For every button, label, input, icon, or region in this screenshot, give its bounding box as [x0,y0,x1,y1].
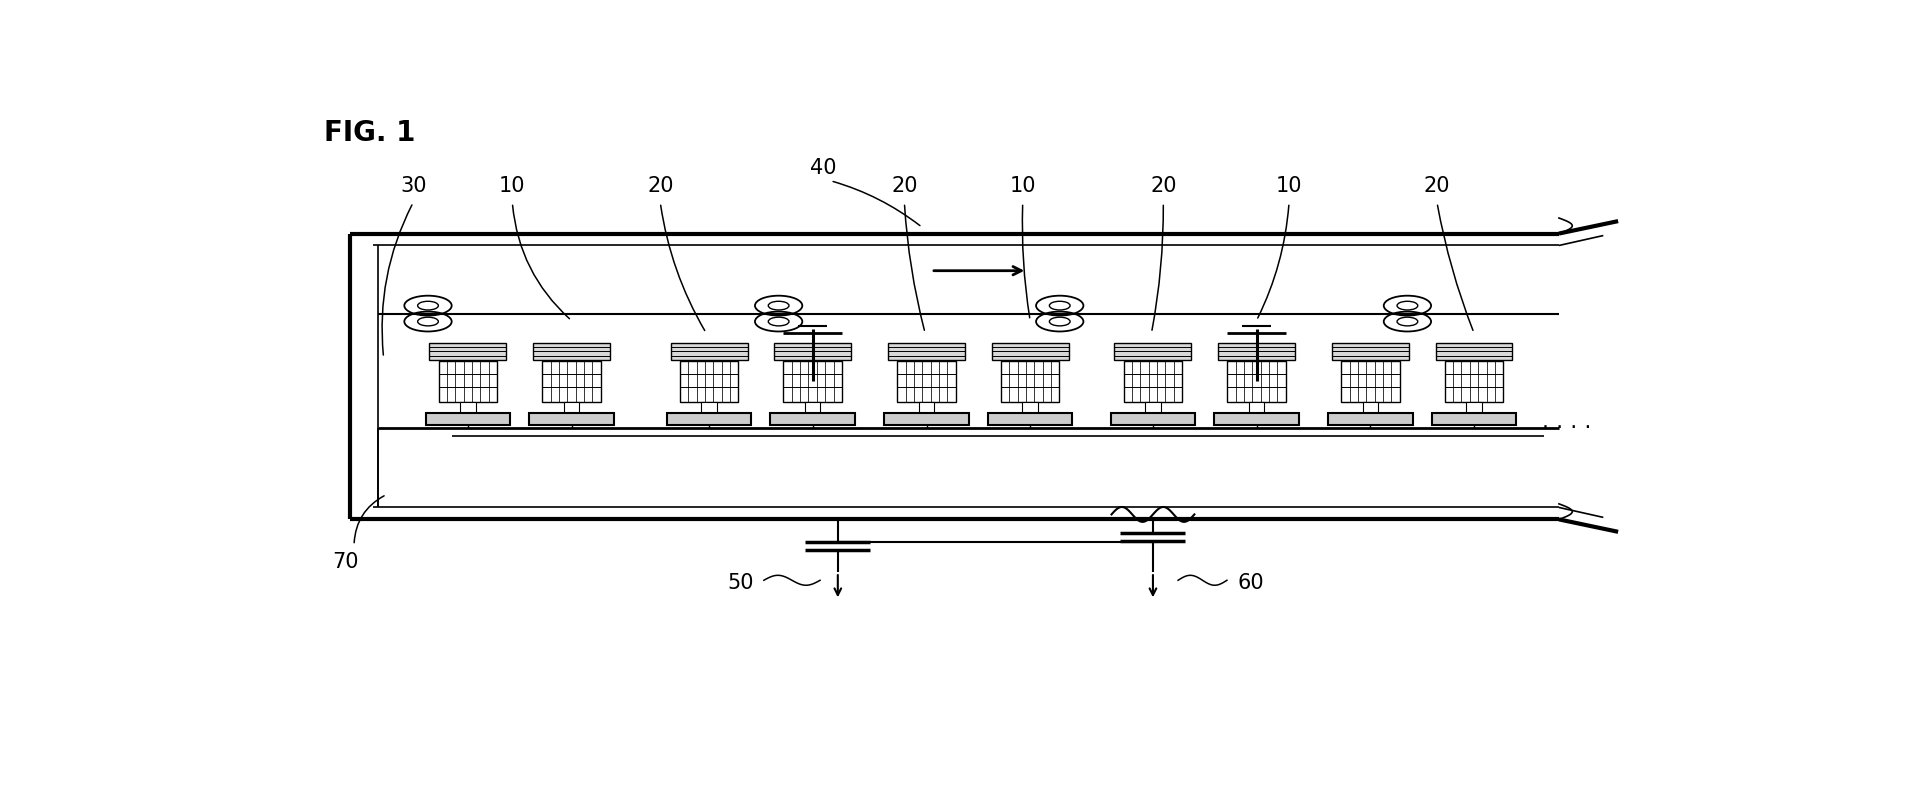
Text: 40: 40 [809,157,836,178]
Bar [1124,362,1182,402]
Bar [670,342,748,360]
Text: 50: 50 [727,573,754,593]
Text: 10: 10 [498,176,525,196]
Bar [701,402,716,412]
Bar [1445,362,1502,402]
Text: FIG. 1: FIG. 1 [325,119,416,147]
Bar [666,412,752,425]
Bar [991,342,1069,360]
Bar [1342,362,1399,402]
Bar [1214,412,1298,425]
Text: 20: 20 [647,176,674,196]
Text: 20: 20 [1149,176,1176,196]
Bar [529,412,615,425]
Bar [1436,342,1512,360]
Text: 20: 20 [892,176,918,196]
Text: 70: 70 [332,552,359,571]
Text: 10: 10 [1275,176,1302,196]
Bar [1332,342,1409,360]
Bar [1000,362,1059,402]
Bar [918,402,934,412]
Bar [1363,402,1378,412]
Bar [897,362,956,402]
Bar [775,342,851,360]
Bar [806,402,821,412]
Bar [888,342,966,360]
Text: 60: 60 [1237,573,1264,593]
Bar [1248,402,1264,412]
Bar [1466,402,1481,412]
Bar [1023,402,1038,412]
Text: . . . .: . . . . [1542,412,1592,433]
Bar [460,402,475,412]
Text: 20: 20 [1424,176,1451,196]
Bar [430,342,506,360]
Bar [1145,402,1161,412]
Bar [542,362,601,402]
Bar [439,362,496,402]
Bar [1227,362,1287,402]
Text: 30: 30 [401,176,426,196]
Text: 10: 10 [1010,176,1037,196]
Bar [680,362,739,402]
Bar [1432,412,1516,425]
Bar [771,412,855,425]
Bar [533,342,611,360]
Bar [783,362,842,402]
Bar [1218,342,1294,360]
Bar [987,412,1073,425]
Bar [884,412,970,425]
Bar [426,412,510,425]
Bar [1111,412,1195,425]
Bar [1329,412,1413,425]
Bar [1115,342,1191,360]
Bar [563,402,578,412]
